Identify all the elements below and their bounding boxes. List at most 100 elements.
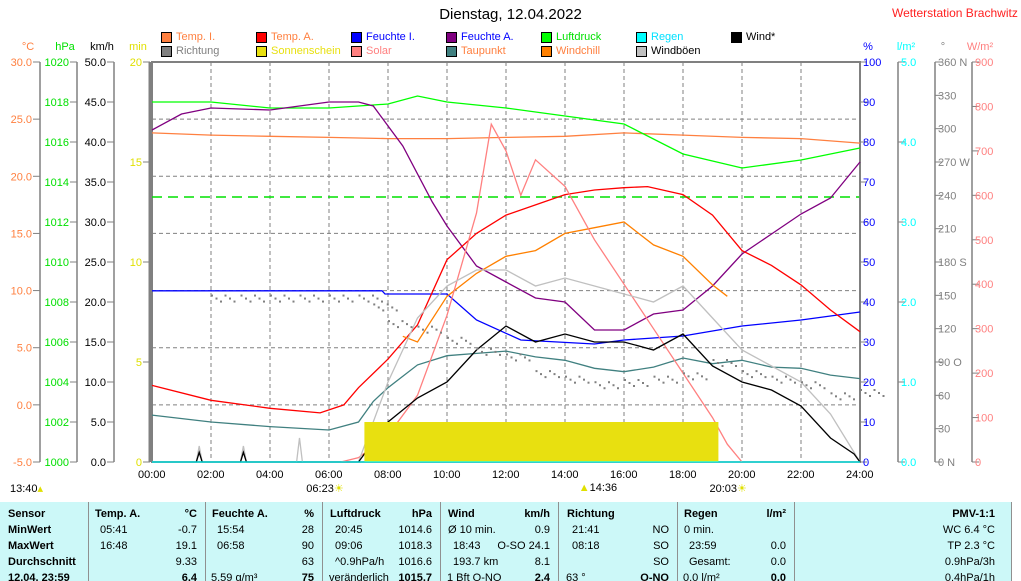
axis-tick-label: 100: [863, 57, 881, 69]
legend-swatch: [351, 45, 362, 57]
axis-tick-label: 600: [975, 190, 993, 202]
axis-tick-label: 5.0: [901, 57, 916, 69]
chart-title: Dienstag, 12.04.2022: [439, 6, 582, 23]
axis-tick-label: 25.0: [11, 114, 32, 126]
axis-tick-label: 4.0: [901, 137, 916, 149]
direction-point: [830, 392, 833, 395]
axis-tick-label: 35.0: [85, 177, 106, 189]
row-label-avg: Durchschnitt: [8, 556, 76, 568]
axis-tick-label: 5: [136, 357, 142, 369]
axis-tick-label: 0 N: [938, 457, 955, 469]
pmv-pressure-1h: 0.4hPa/1h: [944, 572, 995, 581]
axis-tick-label: 60: [938, 390, 950, 402]
direction-point: [406, 323, 408, 326]
legend-item: Windchill: [541, 45, 600, 57]
pmv-windchill: WC 6.4 °C: [942, 524, 995, 536]
direction-point: [456, 342, 458, 345]
axis-tick-label: 300: [938, 124, 956, 136]
direction-point: [558, 376, 560, 379]
direction-point: [215, 297, 218, 300]
axis-tick-label: 1008: [45, 297, 69, 309]
stat-value-dir: SO: [653, 556, 669, 568]
direction-point: [211, 294, 213, 297]
direction-point: [746, 373, 749, 376]
direction-point: [730, 362, 733, 364]
stat-label-rain: 0 min.: [684, 524, 714, 536]
legend-item: Temp. A.: [256, 31, 314, 43]
direction-point: [351, 300, 354, 303]
legend-item: Temp. I.: [161, 31, 215, 43]
direction-point: [333, 297, 336, 300]
axis-tick-label: 15.0: [85, 337, 106, 349]
stat-value-wind: 2.4: [534, 572, 550, 581]
stat-label-dir: 21:41: [572, 524, 600, 536]
direction-point: [701, 375, 703, 378]
direction-point: [465, 339, 467, 342]
chart-canvas: -5.00.05.010.015.020.025.030.0°C10001002…: [11, 41, 994, 469]
direction-point: [322, 300, 324, 303]
legend-item: Wind*: [731, 31, 775, 43]
direction-point: [755, 370, 758, 373]
direction-point: [347, 297, 349, 300]
direction-point: [751, 376, 753, 379]
axis-unit-label: %: [863, 41, 873, 53]
legend-label: Taupunkt: [461, 45, 506, 57]
unit-press: hPa: [411, 508, 432, 520]
x-tick-label: 22:00: [787, 469, 815, 481]
stat-value-wind: O-SO 24.1: [497, 540, 550, 552]
direction-point: [460, 336, 463, 339]
stat-label-hum: 06:58: [217, 540, 245, 552]
direction-point: [810, 387, 812, 390]
axis-tick-label: 0.0: [91, 457, 106, 469]
direction-point: [760, 373, 762, 376]
direction-point: [506, 353, 508, 356]
axis-tick-label: 45.0: [85, 97, 106, 109]
axis-tick-label: 3.0: [901, 217, 916, 229]
stats-col-temp: Temp. A. °C 05:41 -0.7 16:48 19.1 9.33 6.4: [88, 502, 206, 581]
marker-noon: ▲14:36: [578, 482, 618, 494]
direction-point: [426, 331, 429, 334]
stat-value-press: 1018.3: [398, 540, 432, 552]
stat-value-wind: 0.9: [534, 524, 550, 536]
axis-tick-label: 20: [130, 57, 142, 69]
axis-tick-label: 150: [938, 290, 956, 302]
direction-point: [823, 387, 826, 390]
x-tick-label: 04:00: [256, 469, 284, 481]
legend-item: Sonnenschein: [256, 45, 341, 57]
direction-point: [583, 378, 585, 381]
legend-swatch: [256, 45, 267, 57]
direction-point: [299, 294, 302, 297]
direction-point: [814, 381, 817, 384]
axis-tick-label: 50: [863, 257, 875, 269]
direction-point: [658, 378, 660, 381]
axis-tick-label: 180 S: [938, 257, 967, 269]
series-windchill: [402, 221, 728, 343]
direction-point: [565, 375, 567, 378]
direction-point: [839, 398, 842, 401]
pmv-dewpoint: TP 2.3 °C: [947, 540, 995, 552]
axis-unit-label: min: [129, 41, 147, 53]
axis-tick-label: 40: [863, 297, 875, 309]
legend-label: Windböen: [651, 45, 701, 57]
direction-point: [274, 297, 277, 300]
axis-tick-label: 0: [975, 457, 981, 469]
direction-point: [510, 356, 513, 359]
legend-swatch: [731, 31, 742, 43]
axis-unit-label: l/m²: [897, 41, 916, 53]
direction-point: [249, 300, 252, 303]
axis-tick-label: 300: [975, 324, 993, 336]
direction-point: [667, 375, 669, 378]
stats-col-hum: Feuchte A.% 15:54 28 06:58 90 63 5.59 g/m³ 75: [205, 502, 323, 581]
direction-point: [882, 395, 885, 397]
direction-point: [417, 325, 420, 328]
axis-tick-label: -5.0: [13, 457, 32, 469]
row-label-min: MinWert: [8, 524, 52, 536]
direction-point: [696, 372, 699, 375]
axis-tick-label: 1004: [45, 377, 69, 389]
axis-dir: 0 N 30 60 90 O 120 150 180 S 210 240 270 W 300 330 3…: [934, 41, 970, 469]
stat-value-rain: 0.0: [770, 572, 786, 581]
stats-col-pmv: PMV-1:1 WC 6.4 °C TP 2.3 °C 0.9hPa/3h 0.…: [795, 502, 1012, 581]
direction-point: [395, 309, 398, 312]
direction-point: [410, 326, 413, 329]
direction-point: [494, 350, 497, 353]
